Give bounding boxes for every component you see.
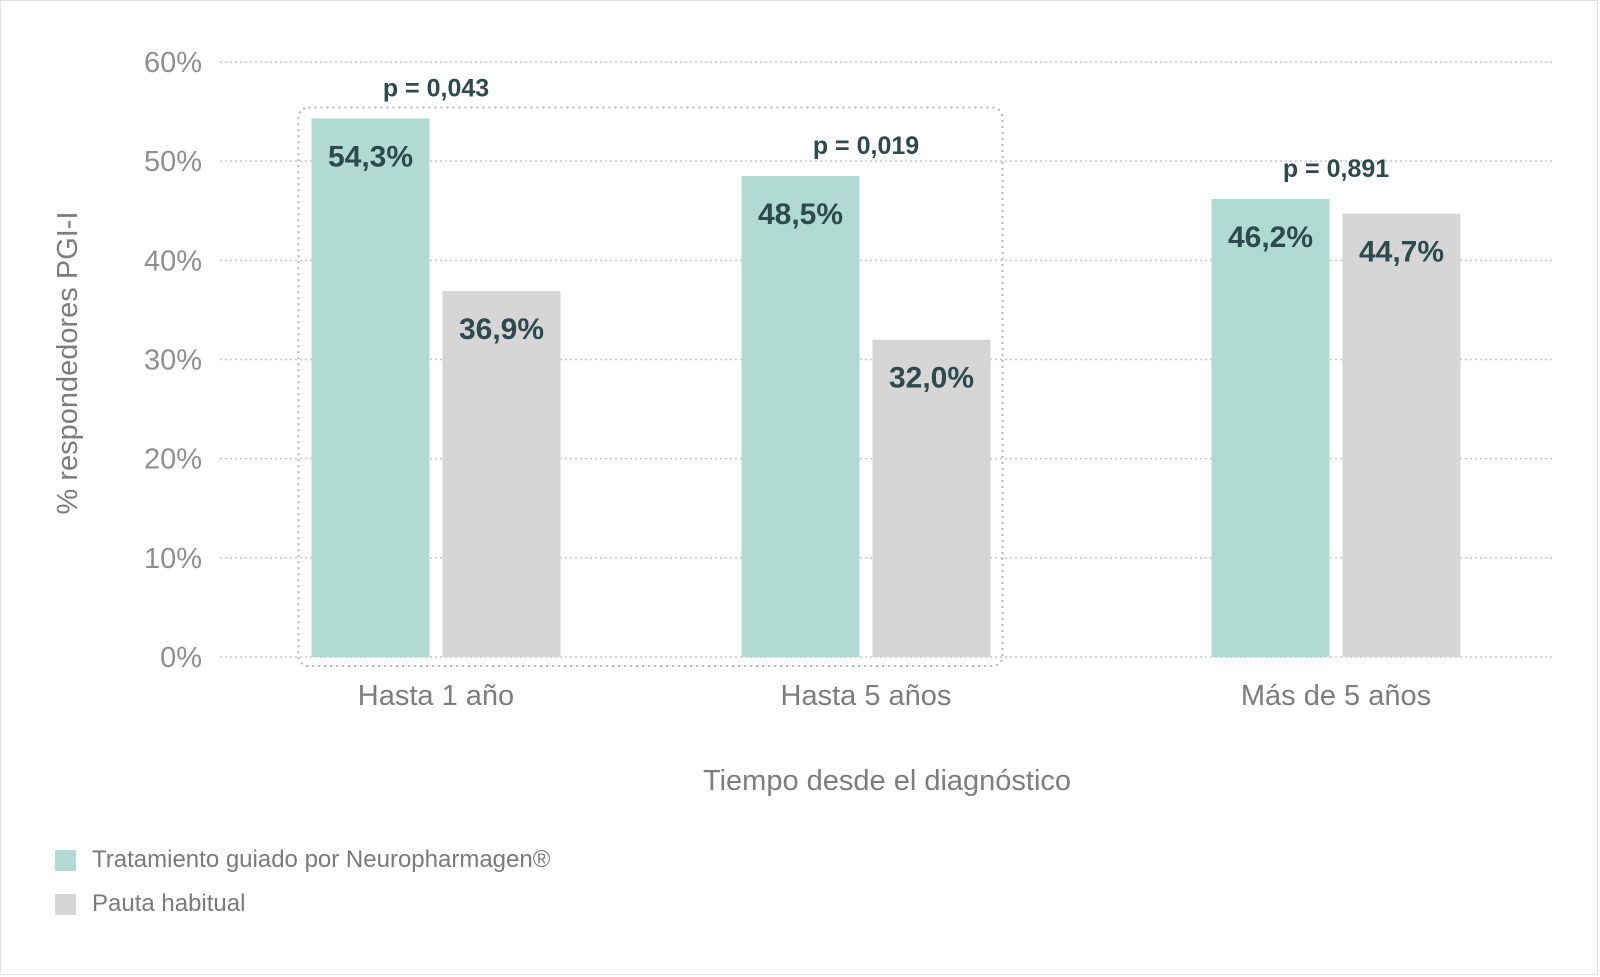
category-label: Hasta 1 año xyxy=(358,680,514,712)
x-axis-title: Tiempo desde el diagnóstico xyxy=(703,765,1071,797)
p-value-label: p = 0,891 xyxy=(1283,155,1389,183)
legend-item-neuropharmagen: Tratamiento guiado por Neuropharmagen® xyxy=(55,838,550,882)
y-tick-label: 50% xyxy=(144,146,202,178)
bar xyxy=(1211,198,1330,657)
legend: Tratamiento guiado por Neuropharmagen® P… xyxy=(55,838,550,926)
bar xyxy=(311,118,430,657)
y-tick-label: 20% xyxy=(144,444,202,476)
y-tick-label: 40% xyxy=(144,245,202,277)
bar-value-label: 32,0% xyxy=(889,362,974,395)
bar xyxy=(1342,213,1461,657)
bar-value-label: 54,3% xyxy=(328,141,413,174)
y-tick-label: 0% xyxy=(160,642,202,674)
p-value-label: p = 0,043 xyxy=(383,75,489,103)
legend-swatch-neuropharmagen xyxy=(55,849,76,871)
bar-value-label: 36,9% xyxy=(459,313,544,346)
highlight-box xyxy=(297,106,1004,667)
bar xyxy=(872,339,991,657)
legend-swatch-pauta-habitual xyxy=(55,893,76,915)
bar xyxy=(442,291,561,657)
bar-value-label: 48,5% xyxy=(758,198,843,231)
legend-label-neuropharmagen: Tratamiento guiado por Neuropharmagen® xyxy=(92,846,551,873)
y-tick-label: 60% xyxy=(144,47,202,79)
category-label: Más de 5 años xyxy=(1241,680,1431,712)
p-value-label: p = 0,019 xyxy=(813,132,919,160)
y-tick-label: 10% xyxy=(144,543,202,575)
y-tick-label: 30% xyxy=(144,345,202,377)
y-axis-title: % respondedores PGI-I xyxy=(52,211,84,514)
legend-item-pauta-habitual: Pauta habitual xyxy=(55,882,550,926)
bar-value-label: 46,2% xyxy=(1228,221,1313,254)
bar-value-label: 44,7% xyxy=(1359,236,1444,269)
legend-label-pauta-habitual: Pauta habitual xyxy=(92,890,246,917)
bar xyxy=(741,176,860,657)
category-label: Hasta 5 años xyxy=(781,680,952,712)
